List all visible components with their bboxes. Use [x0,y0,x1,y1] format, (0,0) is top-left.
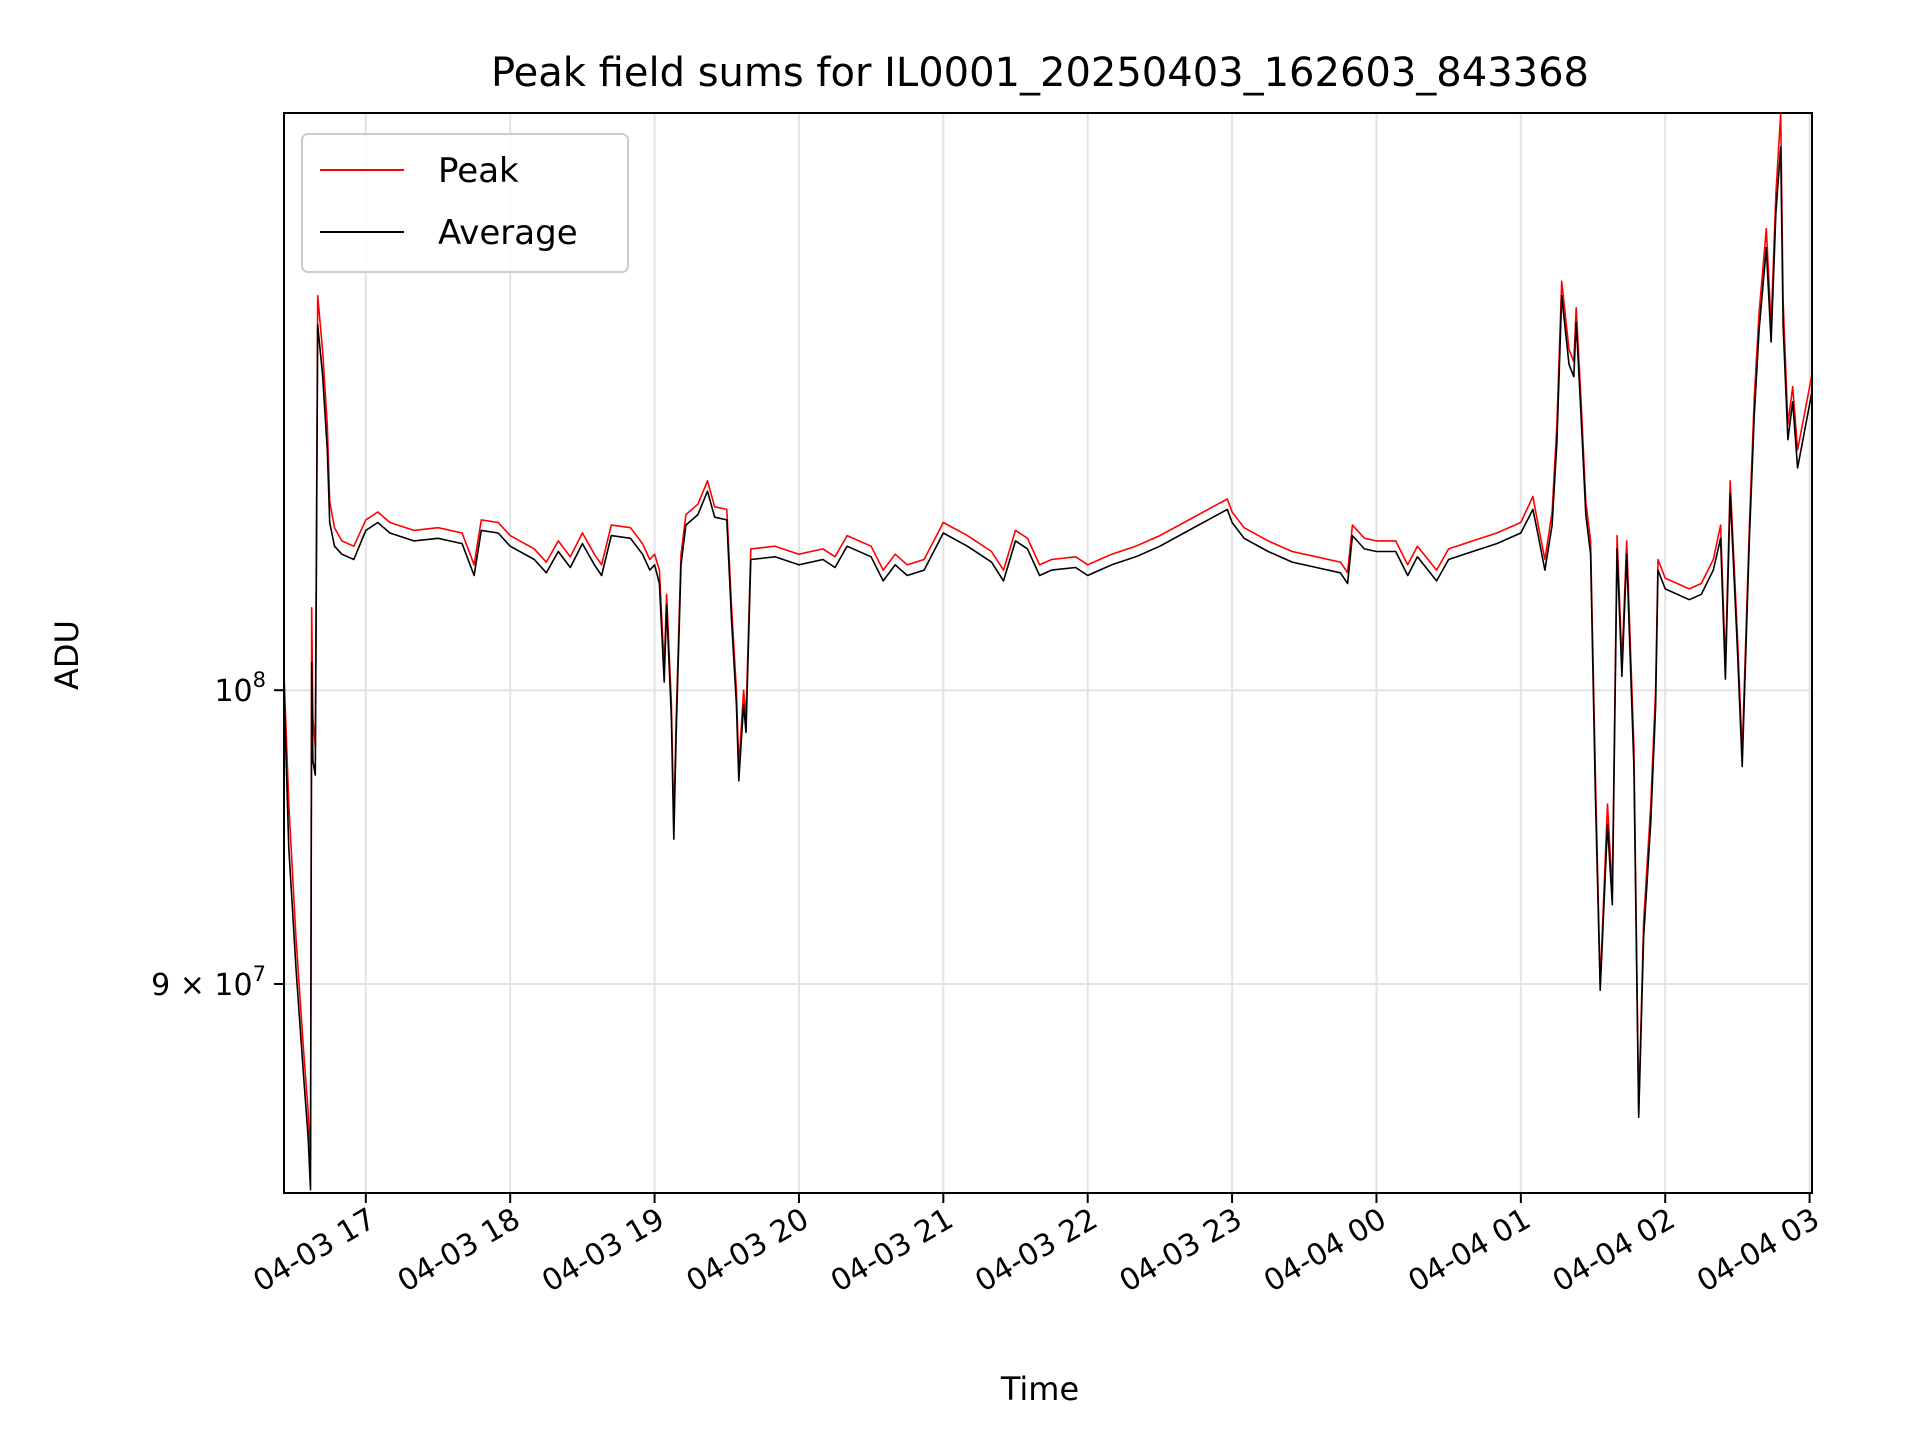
chart-title: Peak field sums for IL0001_20250403_1626… [491,50,1589,96]
y-tick-label: 108 [214,668,266,709]
series-layer [284,113,1812,1191]
legend-box [301,133,629,273]
legend: Peak Average [301,133,629,273]
y-axis: 9 × 107 108 [151,668,284,1003]
legend-label-peak: Peak [438,151,519,191]
y-tick-label-base: 9 × 10 [151,968,252,1003]
legend-label-average: Average [438,213,578,253]
series-line-average [284,146,1812,1191]
y-tick-label-exponent: 7 [253,962,266,986]
y-tick-label: 9 × 107 [151,962,266,1003]
plot-frame [283,112,1813,1194]
y-tick-label-exponent: 8 [253,668,266,692]
y-tick-label-base: 10 [214,674,252,709]
grid [284,113,1812,1193]
x-axis-label: Time [1000,1370,1079,1408]
y-axis-label: ADU [48,620,86,690]
